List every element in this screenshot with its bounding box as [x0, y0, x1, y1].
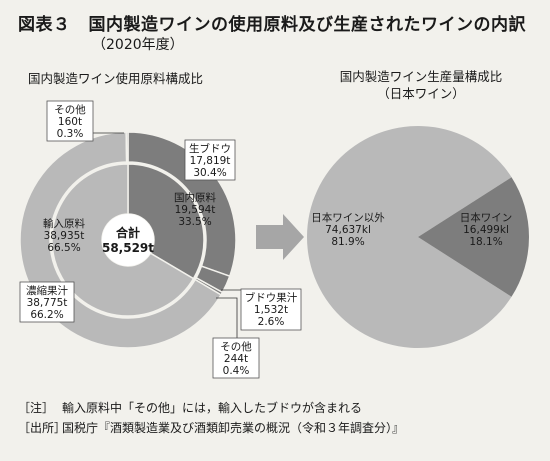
note-row: ［注］ 輸入原料中「その他」には，輸入したブドウが含まれる	[18, 398, 404, 418]
note-text: 輸入原料中「その他」には，輸入したブドウが含まれる	[62, 401, 363, 415]
center-total-value: 58,529t	[102, 241, 154, 255]
label-other-imported-line: その他	[54, 103, 86, 116]
label-domestic-material: 19,594t	[175, 204, 216, 216]
leader-other-domestic	[216, 297, 238, 338]
label-other-domestic-line: その他	[220, 340, 252, 353]
label-imported-material: 輸入原料	[43, 217, 85, 230]
figure-number: 図表３	[18, 15, 71, 35]
note-tag: ［注］	[18, 401, 55, 415]
left-chart-title: 国内製造ワイン使用原料構成比	[28, 71, 204, 86]
pie-slice-japan-wine	[418, 177, 529, 297]
source-row: ［出所］国税庁『酒類製造業及び酒類卸売業の概況（令和３年調査分）』	[18, 418, 404, 438]
label-imported-material: 38,935t	[44, 230, 85, 242]
label-concentrate-box	[19, 281, 75, 323]
label-fresh-grape-line: 生ブドウ	[189, 142, 231, 155]
label-other-imported-line: 160t	[58, 116, 82, 128]
pie-slice-non-japan-wine	[307, 126, 512, 348]
label-other-imported-box	[46, 100, 94, 142]
label-grape-juice-box	[240, 288, 302, 331]
figure-title-text: 国内製造ワインの使用原料及び生産されたワインの内訳	[88, 15, 526, 35]
label-fresh-grape-line: 17,819t	[190, 155, 231, 167]
label-other-domestic-line: 244t	[224, 353, 248, 365]
right-chart-title-block: 国内製造ワイン生産量構成比 （日本ワイン）	[316, 68, 526, 102]
source-text: 国税庁『酒類製造業及び酒類卸売業の概況（令和３年調査分）』	[62, 421, 405, 435]
source-tag: ［出所］	[18, 421, 67, 435]
label-other-imported-line: 0.3%	[57, 128, 84, 140]
center-total-label: 合計	[116, 225, 140, 240]
label-grape-juice-line: ブドウ果汁	[245, 291, 298, 304]
label-fresh-grape-box	[184, 139, 236, 181]
label-domestic-material: 国内原料	[174, 191, 216, 204]
label-concentrate-line: 66.2%	[30, 309, 63, 321]
notes: ［注］ 輸入原料中「その他」には，輸入したブドウが含まれる ［出所］国税庁『酒類製…	[18, 398, 404, 438]
label-japan-wine: 日本ワイン	[460, 211, 513, 224]
label-grape-juice-line: 2.6%	[258, 316, 285, 328]
donut-center-hole	[102, 214, 154, 266]
figure-subtitle: （2020年度）	[92, 37, 184, 53]
label-japan-wine: 16,499kl	[463, 224, 509, 236]
figure-title: 図表３ 国内製造ワインの使用原料及び生産されたワインの内訳	[18, 10, 526, 35]
label-domestic-material: 33.5%	[178, 216, 211, 228]
outer-ring-slice	[125, 131, 129, 163]
label-imported-material: 66.5%	[47, 242, 80, 254]
flow-arrow	[256, 214, 304, 260]
label-non-japan-wine: 日本ワイン以外	[311, 211, 385, 224]
right-chart-title-sub: （日本ワイン）	[377, 86, 465, 101]
label-non-japan-wine: 81.9%	[331, 236, 364, 248]
label-grape-juice-line: 1,532t	[254, 304, 288, 316]
label-other-domestic-box	[212, 337, 260, 379]
right-chart-title: 国内製造ワイン生産量構成比	[339, 69, 503, 84]
label-fresh-grape-line: 30.4%	[193, 167, 226, 179]
label-non-japan-wine: 74,637kl	[325, 224, 371, 236]
label-other-domestic-line: 0.4%	[223, 365, 250, 377]
label-concentrate-line: 38,775t	[27, 297, 68, 309]
label-concentrate-line: 濃縮果汁	[26, 284, 68, 297]
label-japan-wine: 18.1%	[469, 236, 502, 248]
